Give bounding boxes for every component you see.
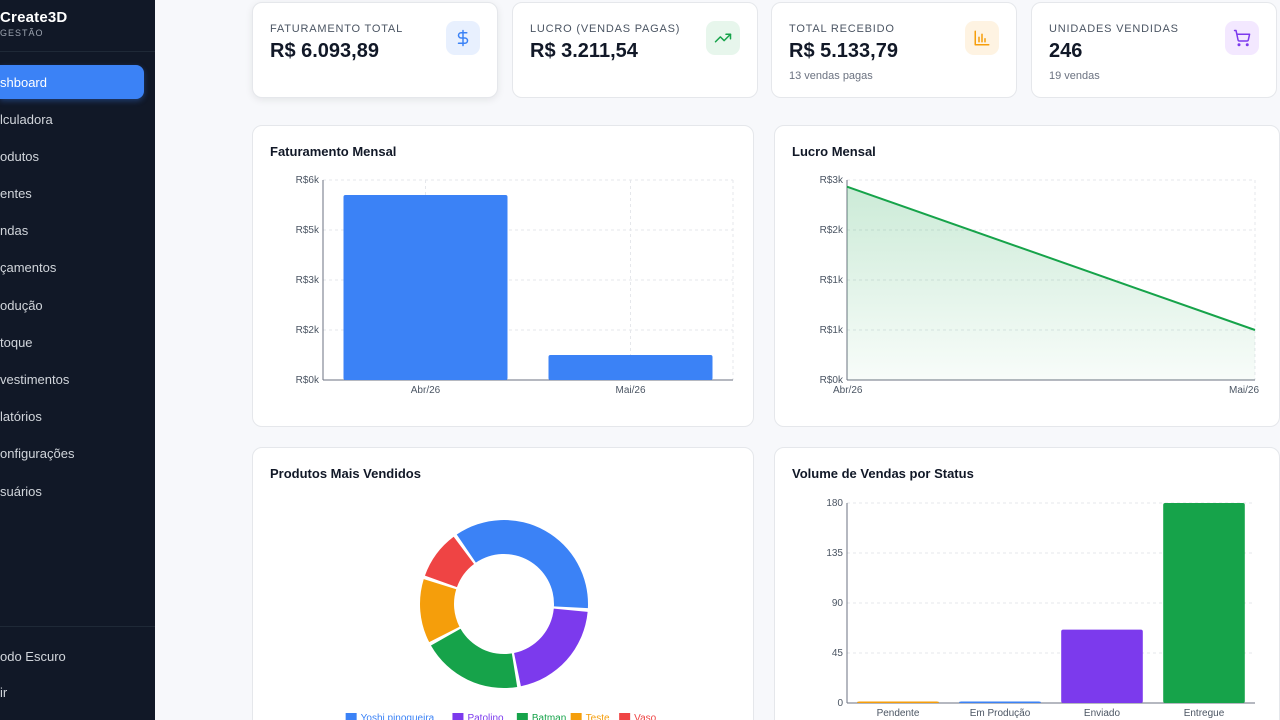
stat-value: 246 (1049, 40, 1083, 62)
pie-slice (430, 628, 518, 688)
stat-value: R$ 6.093,89 (270, 40, 379, 62)
x-tick-label: Abr/26 (411, 385, 441, 396)
y-tick-label: 90 (832, 598, 844, 609)
y-tick-label: R$2k (820, 225, 844, 236)
produtos-chart: Yoshi pinogueira Patolino Batman Teste Vaso (345, 520, 657, 720)
sidebar-bottom-divider (0, 626, 155, 627)
legend-swatch (516, 713, 528, 720)
y-tick-label: R$3k (820, 175, 844, 186)
stat-label: UNIDADES VENDIDAS (1049, 23, 1179, 35)
logout-button[interactable]: ir (0, 684, 8, 700)
area-fill (847, 186, 1255, 380)
sidebar-item-investimentos[interactable]: vestimentos (0, 372, 70, 387)
pie-slice (456, 520, 588, 609)
x-tick-label: Mai/26 (1229, 385, 1259, 396)
trending-up-icon (706, 21, 740, 55)
stat-label: FATURAMENTO TOTAL (270, 23, 403, 35)
y-tick-label: 45 (832, 648, 844, 659)
legend-swatch (619, 713, 631, 720)
y-tick-label: R$6k (296, 175, 320, 186)
stat-card-faturamento: FATURAMENTO TOTAL R$ 6.093,89 (252, 2, 498, 98)
status-chart: 0 45 90 135 180 Pendente Em Produção Enviado Ent… (826, 498, 1255, 719)
brand-title: Create3D (0, 9, 68, 26)
dollar-icon (446, 21, 480, 55)
y-tick-label: R$2k (296, 325, 320, 336)
bar (1061, 629, 1143, 703)
y-tick-label: R$3k (296, 275, 320, 286)
x-tick-label: Mai/26 (615, 385, 645, 396)
y-tick-label: 135 (826, 548, 843, 559)
stat-card-recebido: TOTAL RECEBIDO R$ 5.133,79 13 vendas pag… (771, 2, 1017, 98)
sidebar-item-vendas[interactable]: ndas (0, 223, 29, 239)
series-line (846, 185, 1256, 331)
x-tick-label: Abr/26 (833, 385, 863, 396)
legend-label: Teste (586, 713, 610, 720)
bar (959, 701, 1041, 703)
chart-card-status: Volume de Vendas por Status 0 45 90 135 180 P… (774, 447, 1280, 720)
chart-card-faturamento: Faturamento Mensal R$0k R$2k R$3k R$5k R$6k A… (252, 125, 754, 427)
sidebar-item-produtos[interactable]: odutos (0, 148, 40, 164)
cart-icon (1225, 21, 1259, 55)
sidebar-item-clientes[interactable]: entes (0, 186, 32, 202)
pie-slice (420, 579, 460, 643)
sidebar-item-estoque[interactable]: toque (0, 334, 33, 350)
stat-card-unidades: UNIDADES VENDIDAS 246 19 vendas (1031, 2, 1277, 98)
bar (857, 701, 939, 703)
legend-label: Vaso (634, 713, 656, 720)
y-tick-label: R$1k (820, 275, 844, 286)
bar (548, 355, 713, 380)
x-tick-label: Pendente (877, 708, 920, 719)
dark-mode-toggle[interactable]: odo Escuro (0, 648, 66, 664)
sidebar-divider (0, 51, 155, 52)
stat-value: R$ 5.133,79 (789, 40, 898, 62)
legend-label: Yoshi pinogueira (361, 713, 435, 720)
chart-title: Faturamento Mensal (270, 144, 397, 159)
stat-label: TOTAL RECEBIDO (789, 23, 895, 35)
pie-slice (514, 608, 588, 687)
x-tick-label: Entregue (1184, 708, 1225, 719)
y-tick-label: R$5k (296, 225, 320, 236)
sidebar-item-calculadora[interactable]: lculadora (0, 111, 53, 127)
brand-subtitle: GESTÃO (0, 28, 44, 38)
pie-slice (424, 536, 475, 588)
legend-swatch (345, 713, 357, 720)
lucro-chart: R$0k R$1k R$1k R$2k R$3k Abr/26 Mai/26 (820, 175, 1260, 396)
sidebar-item-usuarios[interactable]: suários (0, 483, 42, 499)
chart-title: Lucro Mensal (792, 144, 876, 159)
chart-title: Produtos Mais Vendidos (270, 466, 421, 481)
sidebar-item-producao[interactable]: odução (0, 297, 43, 313)
y-tick-label: 180 (826, 498, 843, 509)
faturamento-chart: R$0k R$2k R$3k R$5k R$6k Abr/26 Mai/26 (296, 175, 734, 396)
x-tick-label: Enviado (1084, 708, 1121, 719)
stat-label: LUCRO (VENDAS PAGAS) (530, 23, 681, 35)
sidebar-item-orcamentos[interactable]: çamentos (0, 260, 57, 276)
y-tick-label: 0 (837, 698, 843, 709)
x-tick-label: Em Produção (970, 708, 1031, 719)
y-tick-label: R$0k (296, 375, 320, 386)
sidebar-bottom: odo Escuro ir (0, 640, 155, 712)
stat-sub: 19 vendas (1049, 70, 1100, 82)
chart-card-lucro: Lucro Mensal R$0k R$1k R$1k R$2k R$3k Abr/26 M… (774, 125, 1280, 427)
sidebar-item-dashboard[interactable]: shboard (0, 65, 144, 99)
legend-swatch (452, 713, 464, 720)
stat-card-lucro: LUCRO (VENDAS PAGAS) R$ 3.211,54 (512, 2, 758, 98)
bar-chart-icon (965, 21, 999, 55)
bar (1163, 503, 1245, 703)
stat-sub: 13 vendas pagas (789, 70, 873, 82)
stat-value: R$ 3.211,54 (530, 40, 638, 62)
legend-label: Batman (532, 713, 566, 720)
chart-title: Volume de Vendas por Status (792, 466, 974, 481)
legend-swatch (570, 713, 582, 720)
y-tick-label: R$1k (820, 325, 844, 336)
legend-label: Patolino (467, 713, 504, 720)
chart-card-produtos: Produtos Mais Vendidos Yoshi pinogueira P… (252, 447, 754, 720)
sidebar-item-configuracoes[interactable]: onfigurações (0, 446, 75, 462)
brand: Create3D GESTÃO (0, 9, 67, 38)
y-tick-label: R$0k (820, 375, 844, 386)
bar (343, 195, 508, 380)
sidebar-item-relatorios[interactable]: latórios (0, 409, 42, 425)
sidebar-nav: shboard lculadora odutos entes ndas çame… (0, 65, 155, 511)
sidebar: Create3D GESTÃO shboard lculadora odutos… (0, 0, 155, 720)
